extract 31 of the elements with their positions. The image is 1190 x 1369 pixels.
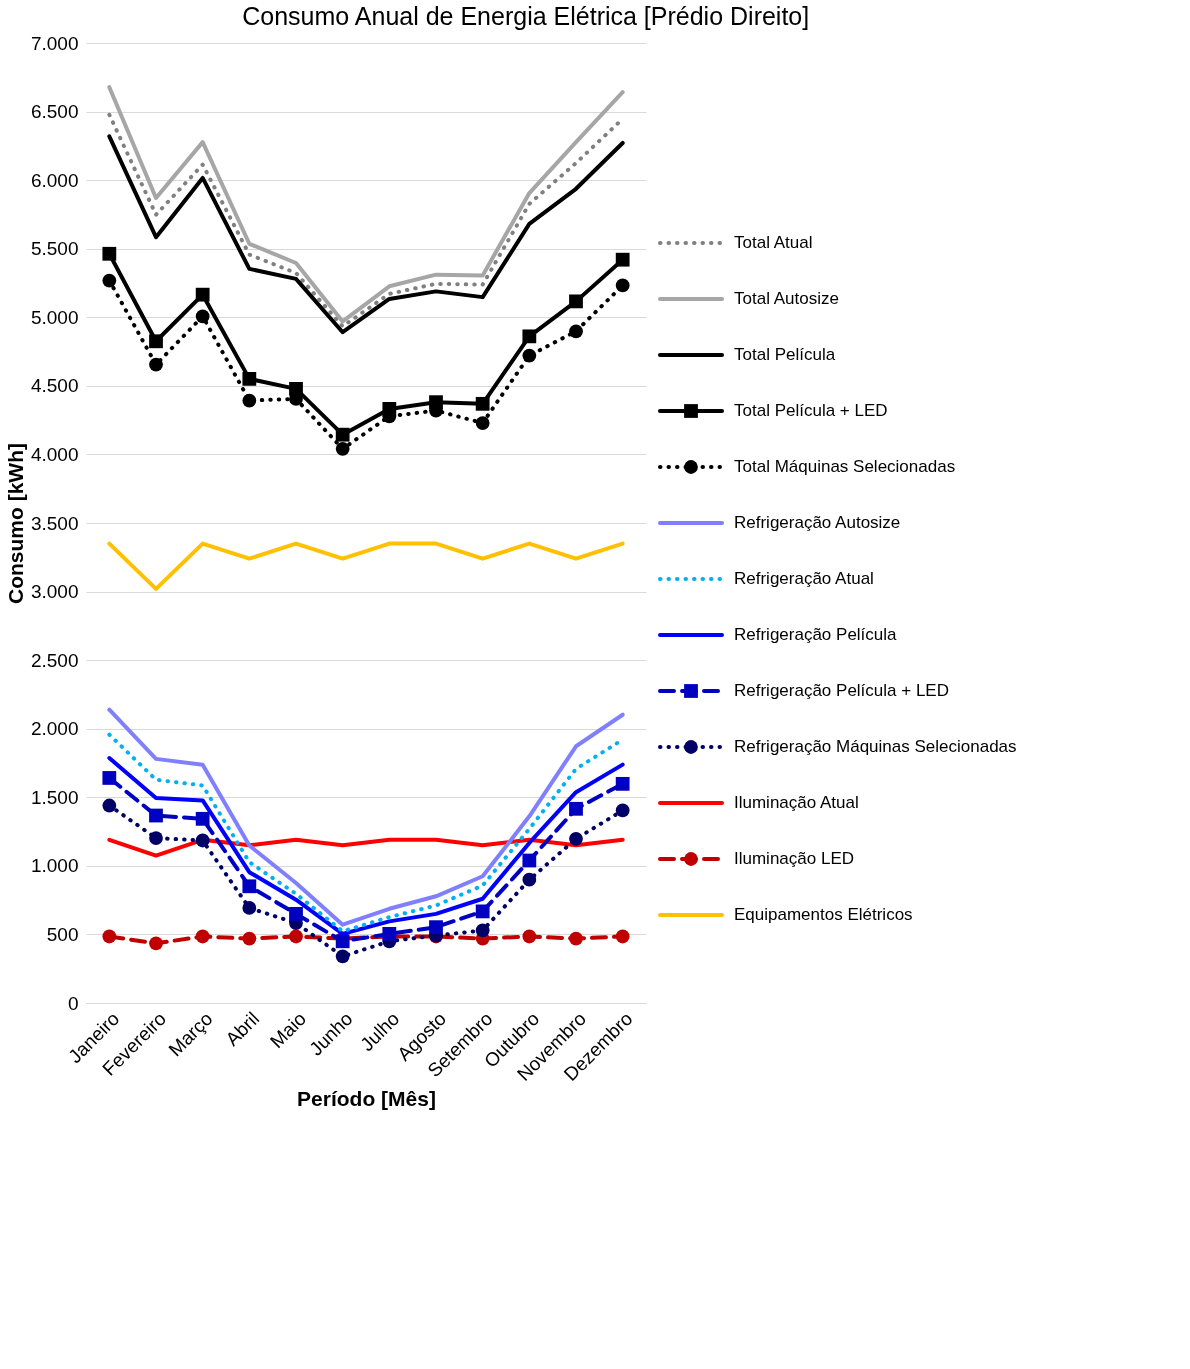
x-axis-title: Período [Mês] bbox=[297, 1086, 436, 1110]
legend-label: Equipamentos Elétricos bbox=[734, 905, 913, 924]
y-tick-label: 1.500 bbox=[30, 786, 79, 808]
y-tick-label: 0 bbox=[67, 992, 79, 1014]
y-tick-label: 3.000 bbox=[30, 581, 79, 603]
y-tick-label: 1.000 bbox=[30, 855, 79, 877]
legend-label: Total Película + LED bbox=[734, 401, 888, 420]
legend-label: Refrigeração Película + LED bbox=[734, 681, 949, 700]
y-tick-label: 6.000 bbox=[30, 169, 79, 191]
y-tick-label: 6.500 bbox=[30, 101, 79, 123]
y-tick-label: 2.500 bbox=[30, 649, 79, 671]
legend-label: Iluminação LED bbox=[734, 849, 855, 868]
y-tick-label: 500 bbox=[46, 923, 79, 945]
legend-label: Refrigeração Atual bbox=[734, 569, 874, 588]
chart-title: Consumo Anual de Energia Elétrica [Prédio Direito] bbox=[242, 2, 810, 30]
y-tick-label: 5.000 bbox=[30, 306, 79, 328]
legend-label: Refrigeração Máquinas Selecionadas bbox=[734, 737, 1017, 756]
y-tick-label: 2.000 bbox=[30, 718, 79, 740]
y-tick-label: 7.000 bbox=[30, 32, 79, 54]
legend-label: Total Máquinas Selecionadas bbox=[734, 457, 956, 476]
legend-label: Refrigeração Autosize bbox=[734, 513, 901, 532]
legend-label: Total Atual bbox=[734, 233, 813, 252]
y-tick-label: 3.500 bbox=[30, 512, 79, 534]
legend-label: Refrigeração Película bbox=[734, 625, 898, 644]
legend-label: Total Autosize bbox=[734, 289, 839, 308]
legend-label: Iluminação Atual bbox=[734, 793, 859, 812]
y-tick-label: 4.500 bbox=[30, 375, 79, 397]
legend-label: Total Película bbox=[734, 345, 836, 364]
y-axis-title: Consumo [kWh] bbox=[3, 443, 27, 604]
y-tick-label: 5.500 bbox=[30, 238, 79, 260]
y-tick-label: 4.000 bbox=[30, 443, 79, 465]
